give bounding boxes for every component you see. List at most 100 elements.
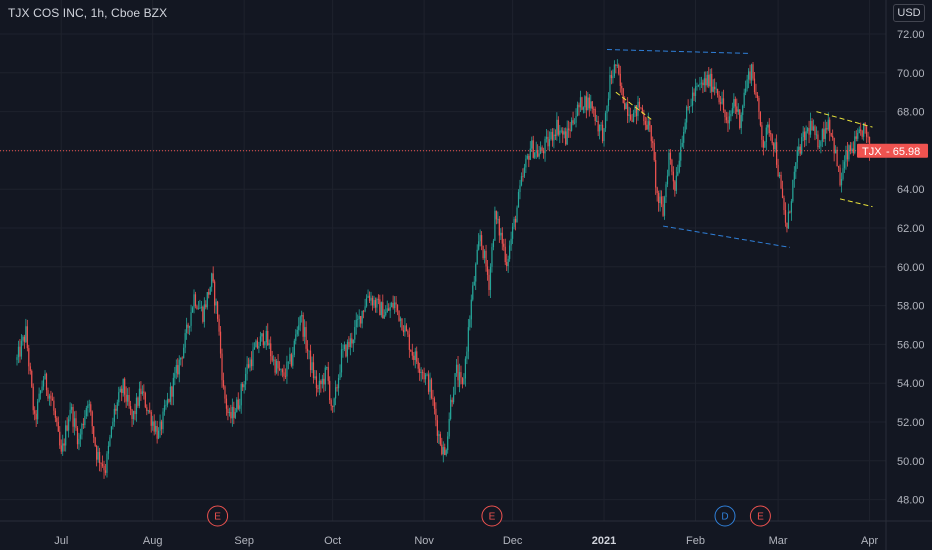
candle-body — [317, 388, 319, 389]
time-tick-label: Apr — [861, 535, 878, 547]
time-axis[interactable]: Jul Aug Sep Oct Nov Dec 2021 Feb Mar Apr — [54, 535, 878, 547]
candle-body — [829, 119, 831, 133]
candle-body — [150, 412, 152, 426]
candle-body — [826, 128, 828, 130]
candle-body — [855, 136, 857, 139]
candle-body — [706, 74, 708, 86]
candle-body — [691, 92, 694, 106]
candle-body — [659, 196, 661, 204]
price-tick-label: 58.00 — [897, 301, 925, 313]
candle-body — [25, 326, 27, 342]
candle-body — [693, 92, 695, 96]
candle-body — [222, 380, 225, 387]
candle-body — [675, 175, 677, 191]
candle-body — [507, 258, 509, 267]
candle-body — [276, 360, 278, 373]
candle-body — [364, 306, 366, 312]
candles — [16, 59, 871, 479]
candle-body — [700, 82, 702, 84]
candle-body — [47, 390, 49, 399]
candle-body — [666, 175, 669, 185]
candle-body — [600, 124, 602, 126]
candle-body — [460, 372, 462, 378]
candle-body — [531, 140, 533, 149]
candle-body — [771, 134, 773, 144]
candle-body — [557, 119, 559, 135]
candle-body — [563, 131, 565, 135]
candle-body — [758, 97, 760, 113]
candle-body — [199, 307, 201, 309]
candle-body — [234, 412, 236, 418]
candle-body — [69, 409, 71, 420]
candle-body — [815, 134, 818, 136]
candle-body — [321, 378, 323, 385]
candle-body — [820, 141, 822, 147]
candle-body — [379, 299, 381, 316]
candle-body — [827, 119, 829, 130]
candle-body — [175, 365, 177, 374]
candle-body — [694, 86, 697, 96]
candle-body — [823, 129, 825, 139]
candle-body — [613, 64, 615, 77]
candle-body — [308, 350, 310, 352]
candle-body — [793, 171, 795, 180]
candle-body — [361, 310, 363, 324]
candle-body — [200, 306, 202, 308]
candle-body — [17, 346, 20, 358]
candle-body — [438, 434, 440, 436]
candle-body — [435, 408, 437, 421]
candle-body — [318, 380, 320, 389]
candle-body — [858, 129, 860, 134]
currency-button[interactable]: USD — [893, 4, 925, 22]
candle-body — [520, 176, 523, 186]
dividend-marker[interactable]: D — [714, 505, 736, 527]
candle-body — [81, 423, 83, 435]
candle-body — [718, 94, 720, 103]
candle-body — [249, 359, 251, 368]
earnings-marker[interactable]: E — [749, 505, 771, 527]
earnings-marker[interactable]: E — [207, 505, 229, 527]
earnings-icon — [207, 505, 229, 527]
candle-body — [848, 145, 850, 160]
trend-lines[interactable] — [606, 49, 873, 248]
candle-body — [575, 116, 577, 123]
candle-body — [283, 372, 285, 376]
candle-body — [57, 421, 59, 432]
candle-body — [843, 161, 846, 169]
trend-line-blue[interactable] — [662, 225, 790, 248]
price-tick-label: 62.00 — [897, 223, 925, 235]
candle-body — [373, 300, 375, 306]
candle-body — [464, 358, 466, 379]
candle-body — [107, 445, 110, 454]
time-tick-label: Jul — [54, 535, 68, 547]
candle-body — [627, 103, 629, 116]
candle-body — [228, 411, 230, 414]
candle-body — [854, 136, 856, 154]
candle-body — [576, 104, 579, 117]
candle-body — [489, 266, 492, 290]
earnings-marker[interactable]: E — [481, 505, 503, 527]
trend-line-blue[interactable] — [606, 49, 749, 54]
candle-body — [169, 386, 171, 402]
price-axis[interactable]: 48.00 50.00 52.00 54.00 56.00 58.00 60.00 62.00… — [857, 29, 928, 507]
candle-body — [219, 331, 222, 354]
candle-body — [740, 114, 742, 129]
candle-body — [849, 145, 851, 151]
candle-body — [522, 176, 524, 177]
trend-line-yellow[interactable] — [839, 198, 873, 208]
candle-body — [20, 340, 23, 357]
time-tick-label: Sep — [234, 535, 254, 547]
candle-body — [737, 109, 739, 112]
candle-body — [54, 410, 56, 418]
trend-line-yellow[interactable] — [816, 111, 873, 128]
candle-body — [650, 125, 652, 142]
candle-body — [233, 406, 235, 418]
last-price-tag[interactable]: TJX - 65.98 — [857, 143, 928, 158]
candle-body — [483, 250, 486, 259]
candle-body — [686, 106, 688, 123]
candle-body — [324, 367, 326, 385]
candle-body — [697, 84, 700, 86]
candle-body — [62, 443, 64, 452]
